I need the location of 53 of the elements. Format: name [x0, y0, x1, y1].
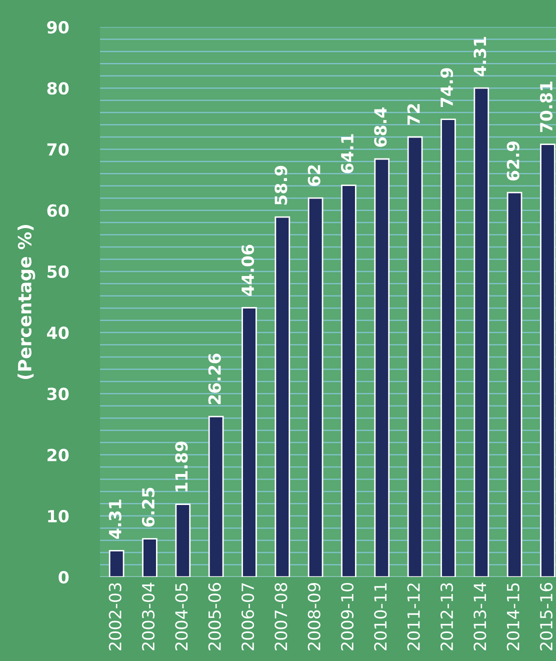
data-label: 70.81	[540, 82, 553, 132]
bar	[540, 144, 556, 577]
x-tick-label: 2010-11	[374, 583, 387, 650]
x-tick-label: 2006-07	[241, 583, 254, 650]
bar	[175, 504, 191, 577]
bar	[440, 118, 456, 577]
data-label: 62.9	[506, 141, 520, 180]
x-tick-label: 2011-12	[407, 584, 420, 650]
bar	[474, 87, 490, 577]
bar	[274, 216, 290, 577]
bar	[374, 158, 390, 577]
x-tick-label: 2014-15	[506, 583, 520, 650]
bar	[108, 550, 124, 577]
data-label: 74.9	[440, 68, 454, 108]
data-label: 4.31	[108, 500, 122, 539]
x-tick-label: 2008-09	[308, 583, 320, 650]
bar	[308, 197, 324, 577]
x-tick-label: 2005-06	[208, 582, 221, 650]
x-tick-label: 2012-13	[440, 583, 454, 650]
annotation: 4.31	[474, 37, 486, 76]
bar	[208, 416, 224, 577]
x-tick-label: 2004-05	[175, 583, 188, 650]
bar	[341, 184, 356, 577]
y-tick-label: 0	[58, 570, 69, 584]
data-label: 68.4	[374, 108, 387, 147]
x-tick-label: 2003-04	[142, 582, 155, 650]
data-label: 26.26	[208, 354, 221, 404]
data-label: 58.9	[274, 166, 288, 205]
data-label: 72	[407, 104, 420, 125]
data-label: 44.06	[241, 244, 254, 296]
y-tick-label: 90	[47, 20, 69, 34]
data-label: 6.25	[142, 488, 155, 527]
y-tick-label: 40	[47, 326, 69, 340]
bar	[506, 192, 522, 577]
y-axis-title: (Percentage %)	[18, 225, 36, 379]
x-tick-label: 2009-10	[340, 582, 354, 650]
bar	[407, 136, 423, 577]
bar	[242, 307, 257, 577]
y-tick-label: 60	[47, 204, 69, 217]
x-tick-label: 2015-16	[540, 582, 553, 650]
data-label: 62	[308, 165, 320, 186]
y-tick-label: 10	[48, 510, 69, 522]
y-tick-label: 30	[47, 388, 69, 400]
y-tick-label: 20	[48, 448, 69, 462]
data-label: 64.1	[340, 134, 354, 174]
y-tick-label: 80	[47, 82, 69, 95]
x-tick-label: 2007-08	[274, 583, 288, 650]
x-tick-label: 2002-03	[108, 583, 122, 650]
y-tick-label: 70	[47, 143, 69, 156]
x-tick-label: 2013-14	[474, 582, 486, 650]
data-label: 11.89	[175, 442, 188, 492]
y-tick-label: 50	[48, 265, 69, 278]
bar	[142, 538, 158, 577]
